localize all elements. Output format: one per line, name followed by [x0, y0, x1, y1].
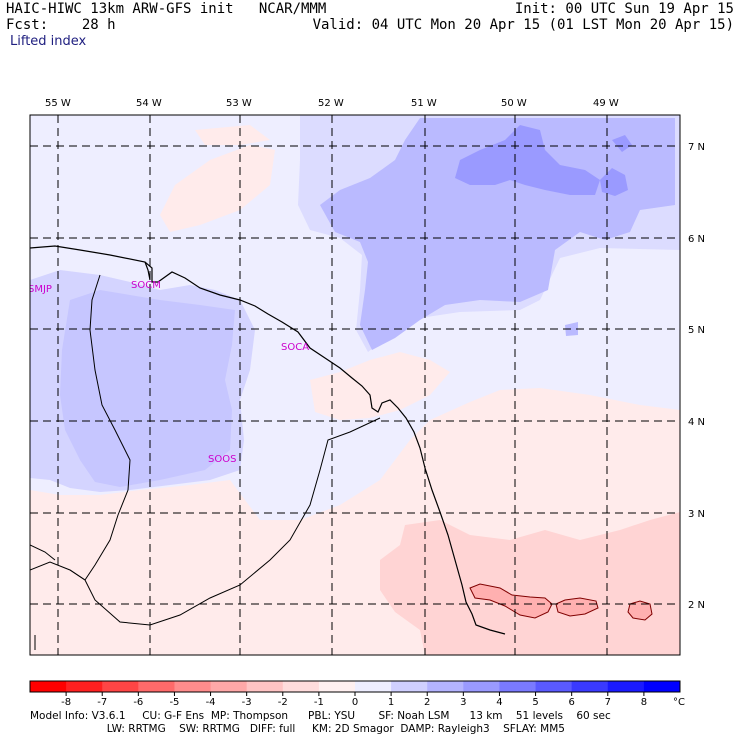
lon-label: 53 W [226, 98, 252, 109]
colorbar-unit: °C [673, 697, 685, 708]
field-light-pink-region [195, 125, 270, 145]
colorbar-tick-label: 3 [460, 697, 466, 708]
station-smjp: SMJP [28, 284, 52, 295]
colorbar-swatch [102, 681, 139, 692]
station-soca: SOCA [281, 342, 309, 353]
field-land-blue-region [60, 290, 235, 487]
lifted-index-field: SMJP SOCM SOCA SOOS [28, 115, 680, 655]
colorbar-swatch [355, 681, 392, 692]
colorbar-swatch [66, 681, 103, 692]
colorbar-ticks: -8 -7 -6 -5 -4 -3 -2 -1 0 1 2 3 4 5 6 7 8 [61, 692, 647, 708]
colorbar-tick-label: 8 [641, 697, 647, 708]
colorbar-swatch [499, 681, 537, 692]
colorbar-swatch [246, 681, 284, 692]
colorbar-swatch [427, 681, 464, 692]
field-dark-blue-patch [565, 322, 578, 336]
field-pink-region [380, 512, 680, 655]
model-info-line1: Model Info: V3.6.1 CU: G-F Ens MP: Thomp… [30, 710, 611, 722]
field-dark-pink-patch [555, 597, 599, 617]
country-border [30, 274, 381, 626]
lon-label: 52 W [318, 98, 344, 109]
lon-label: 51 W [411, 98, 437, 109]
lat-label: 5 N [688, 325, 705, 336]
colorbar-swatch [391, 681, 428, 692]
field-dark-blue-patch [455, 125, 600, 195]
field-dark-pink-patch [627, 600, 653, 621]
colorbar-tick-label: 4 [496, 697, 502, 708]
lat-lon-grid [30, 115, 680, 655]
colorbar-tick-label: -5 [169, 697, 179, 708]
colorbar-tick-label: 0 [352, 697, 358, 708]
colorbar-tick-label: 6 [568, 697, 574, 708]
field-dark-pink-patch [469, 583, 553, 619]
lat-label: 4 N [688, 417, 705, 428]
lat-label: 6 N [688, 234, 705, 245]
colorbar-swatch [174, 681, 212, 692]
lat-label: 7 N [688, 142, 705, 153]
colorbar-tick-label: 2 [424, 697, 430, 708]
colorbar-tick-label: -3 [242, 697, 252, 708]
init-time: Init: 00 UTC Sun 19 Apr 15 [514, 1, 734, 17]
lat-label: 3 N [688, 509, 705, 520]
field-light-pink-region [310, 352, 450, 420]
model-info-line2: LW: RRTMG SW: RRTMG DIFF: full KM: 2D Sm… [30, 723, 565, 735]
colorbar-tick-label: -1 [314, 697, 324, 708]
latitude-labels: 7 N 6 N 5 N 4 N 3 N 2 N [688, 142, 705, 611]
colorbar-swatch [463, 681, 500, 692]
lon-label: 50 W [501, 98, 527, 109]
colorbar-swatch [282, 681, 320, 692]
colorbar-swatch [643, 681, 681, 692]
colorbar-tick-label: -6 [133, 697, 143, 708]
colorbar-tick-label: -8 [61, 697, 71, 708]
field-dark-blue-patch [612, 135, 632, 152]
station-socm: SOCM [131, 280, 161, 291]
model-title: HAIC-HIWC 13km ARW-GFS init NCAR/MMM [6, 1, 327, 17]
colorbar-swatch [318, 681, 356, 692]
field-name: Lifted index [10, 34, 87, 49]
colorbar-tick-label: 7 [605, 697, 611, 708]
longitude-labels: 55 W 54 W 53 W 52 W 51 W 50 W 49 W [45, 98, 619, 109]
lon-label: 55 W [45, 98, 71, 109]
colorbar-tick-label: -7 [97, 697, 107, 708]
colorbar-tick-label: -4 [206, 697, 216, 708]
colorbar [29, 680, 681, 693]
colorbar-swatch [210, 681, 248, 692]
lon-label: 49 W [593, 98, 619, 109]
colorbar-swatch [535, 681, 573, 692]
lon-label: 54 W [136, 98, 162, 109]
colorbar-swatch [571, 681, 609, 692]
coastline [30, 245, 506, 635]
lat-label: 2 N [688, 600, 705, 611]
forecast-hour: Fcst: 28 h [6, 17, 116, 33]
valid-time: Valid: 04 UTC Mon 20 Apr 15 (01 LST Mon … [312, 17, 734, 33]
colorbar-tick-label: 5 [532, 697, 538, 708]
map-frame [29, 114, 681, 656]
station-soos: SOOS [208, 454, 236, 465]
colorbar-swatch [138, 681, 175, 692]
colorbar-tick-label: 1 [388, 697, 394, 708]
colorbar-tick-label: -2 [278, 697, 288, 708]
colorbar-swatch [30, 681, 67, 692]
field-light-pink-region [160, 145, 275, 232]
colorbar-swatch [607, 681, 645, 692]
